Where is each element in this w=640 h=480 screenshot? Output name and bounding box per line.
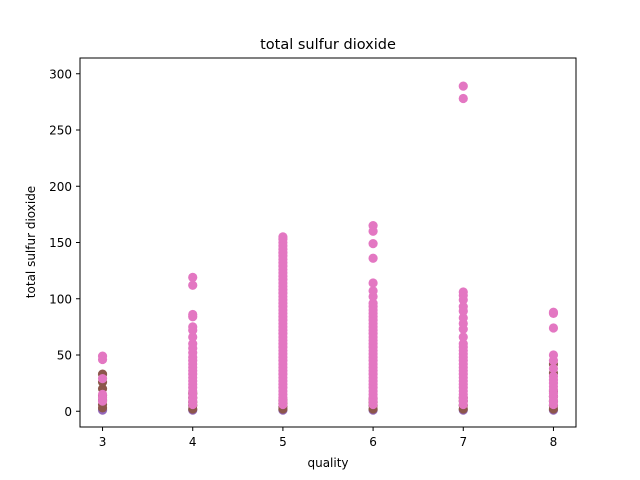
chart-title: total sulfur dioxide bbox=[260, 37, 396, 53]
scatter-point bbox=[368, 221, 378, 231]
y-tick-label: 150 bbox=[49, 236, 72, 250]
scatter-point bbox=[278, 232, 288, 242]
scatter-point bbox=[368, 278, 378, 288]
x-tick-label: 3 bbox=[99, 435, 107, 449]
y-tick-label: 100 bbox=[49, 292, 72, 306]
scatter-point bbox=[368, 286, 378, 296]
scatter-point bbox=[458, 287, 468, 297]
x-tick-label: 5 bbox=[279, 435, 287, 449]
scatter-point bbox=[188, 322, 198, 332]
x-tick-label: 7 bbox=[459, 435, 467, 449]
scatter-point bbox=[458, 302, 468, 312]
scatter-point bbox=[458, 339, 468, 349]
scatter-point bbox=[188, 309, 198, 320]
y-axis-label: total sulfur dioxide bbox=[24, 186, 38, 298]
y-tick-label: 300 bbox=[49, 67, 72, 81]
y-tick-label: 200 bbox=[49, 180, 72, 194]
scatter-point bbox=[188, 272, 198, 282]
scatter-point bbox=[368, 253, 378, 263]
scatter-points bbox=[97, 81, 559, 415]
y-tick-label: 0 bbox=[64, 405, 72, 419]
scatter-point bbox=[458, 332, 468, 342]
scatter-point bbox=[368, 298, 378, 308]
plot-area bbox=[80, 58, 576, 427]
y-tick-label: 50 bbox=[57, 349, 72, 363]
scatter-point bbox=[97, 351, 108, 361]
scatter-point bbox=[188, 332, 198, 342]
axes: 3 4 5 6 7 8 0 50 100 150 200 250 300 bbox=[49, 57, 577, 449]
scatter-point bbox=[548, 323, 559, 333]
y-tick-label: 250 bbox=[49, 124, 72, 138]
x-tick-label: 8 bbox=[550, 435, 558, 449]
x-tick-label: 6 bbox=[369, 435, 377, 449]
scatter-point bbox=[548, 371, 559, 381]
scatter-point bbox=[97, 389, 108, 399]
scatter-point bbox=[368, 239, 378, 249]
scatter-point bbox=[458, 93, 468, 104]
scatter-point bbox=[458, 81, 468, 91]
x-tick-label: 4 bbox=[189, 435, 197, 449]
scatter-point bbox=[458, 313, 468, 323]
scatter-point bbox=[548, 363, 559, 374]
x-axis-label: quality bbox=[307, 456, 348, 470]
scatter-point bbox=[188, 280, 198, 290]
scatter-point bbox=[188, 339, 198, 349]
scatter-point bbox=[548, 350, 559, 360]
scatter-point bbox=[97, 374, 108, 384]
scatter-point bbox=[548, 307, 559, 317]
